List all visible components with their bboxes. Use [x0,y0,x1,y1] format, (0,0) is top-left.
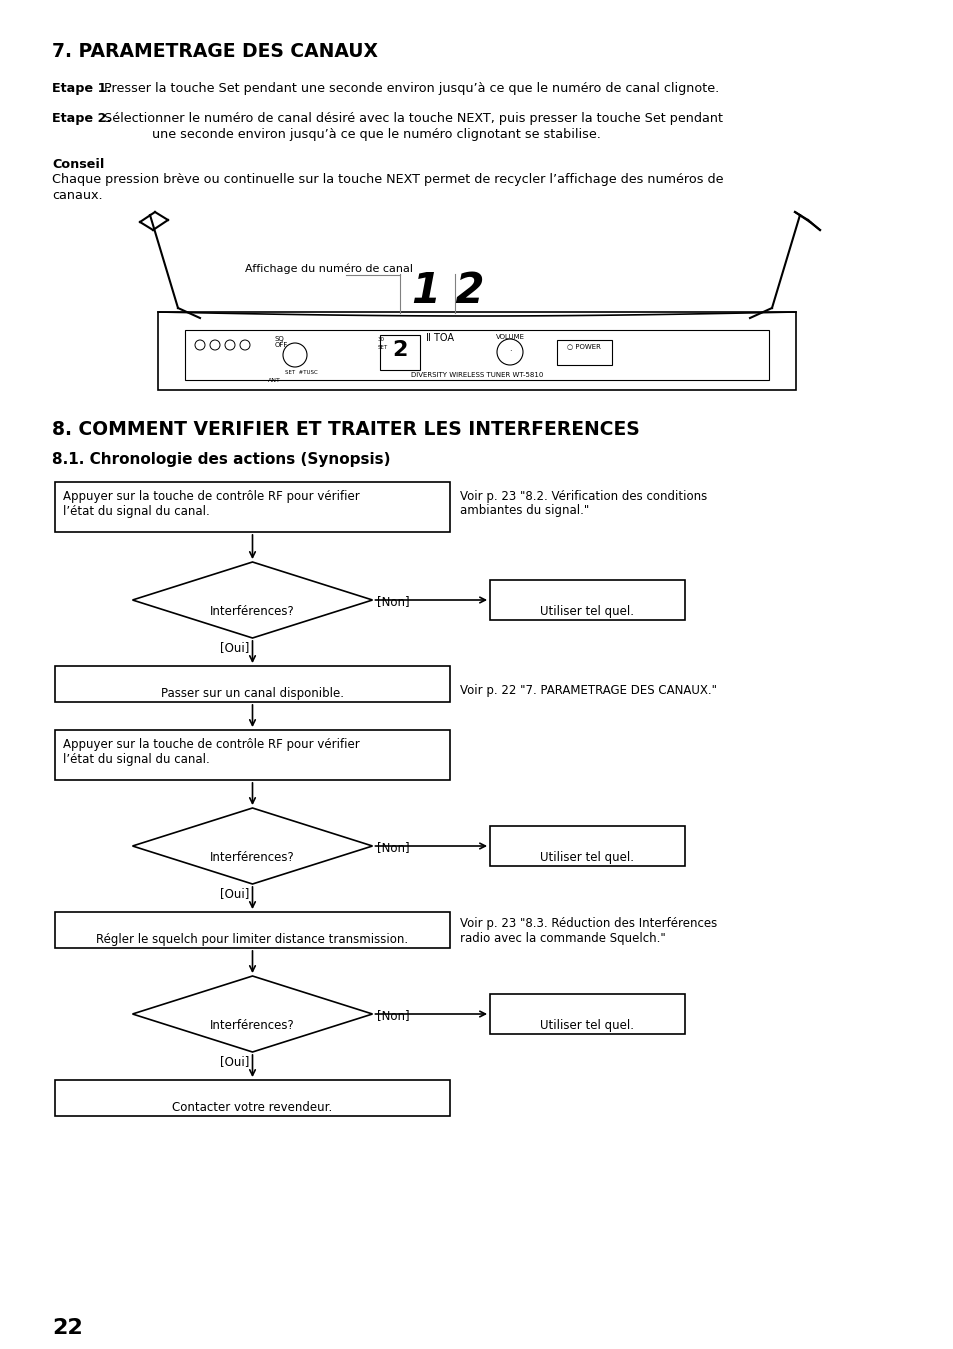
Polygon shape [132,975,372,1052]
Text: SET: SET [377,345,388,349]
Polygon shape [132,563,372,638]
Text: l’état du signal du canal.: l’état du signal du canal. [63,505,210,518]
Text: Presser la touche Set pendant une seconde environ jusqu’à ce que le numéro de ca: Presser la touche Set pendant une second… [104,82,719,94]
Text: Appuyer sur la touche de contrôle RF pour vérifier: Appuyer sur la touche de contrôle RF pou… [63,738,359,751]
Text: Régler le squelch pour limiter distance transmission.: Régler le squelch pour limiter distance … [96,934,408,946]
Bar [55,730,450,780]
Text: canaux.: canaux. [52,189,103,202]
Bar [557,340,612,366]
Text: [Oui]: [Oui] [220,641,250,654]
Text: Utiliser tel quel.: Utiliser tel quel. [540,1018,634,1032]
Text: [Non]: [Non] [377,840,410,854]
Text: Interférences?: Interférences? [210,1018,294,1032]
Text: Interférences?: Interférences? [210,604,294,618]
Text: Sélectionner le numéro de canal désiré avec la touche NEXT, puis presser la touc: Sélectionner le numéro de canal désiré a… [104,112,722,125]
Text: OFF: OFF [274,343,288,348]
Bar [490,994,684,1033]
Bar [379,335,419,370]
Text: [Non]: [Non] [377,595,410,608]
Text: ANT: ANT [268,378,280,383]
Text: 8.1. Chronologie des actions (Synopsis): 8.1. Chronologie des actions (Synopsis) [52,452,390,467]
Bar [490,826,684,866]
Text: Appuyer sur la touche de contrôle RF pour vérifier: Appuyer sur la touche de contrôle RF pou… [63,490,359,503]
Text: Contacter votre revendeur.: Contacter votre revendeur. [172,1101,333,1114]
Text: Utiliser tel quel.: Utiliser tel quel. [540,604,634,618]
Text: Ⅱ TOA: Ⅱ TOA [426,333,454,343]
Text: 1 2: 1 2 [412,270,484,312]
Text: radio avec la commande Squelch.": radio avec la commande Squelch." [459,932,665,946]
Text: l’état du signal du canal.: l’état du signal du canal. [63,753,210,766]
Text: SQ: SQ [274,336,284,343]
Text: Affichage du numéro de canal: Affichage du numéro de canal [245,263,413,274]
Text: [Non]: [Non] [377,1009,410,1023]
Text: 2: 2 [392,340,407,360]
Text: Passer sur un canal disponible.: Passer sur un canal disponible. [161,687,344,700]
Text: Conseil: Conseil [52,158,104,171]
Bar [185,331,768,380]
Text: Voir p. 22 "7. PARAMETRAGE DES CANAUX.": Voir p. 22 "7. PARAMETRAGE DES CANAUX." [459,684,717,697]
Text: une seconde environ jusqu’à ce que le numéro clignotant se stabilise.: une seconde environ jusqu’à ce que le nu… [152,128,600,142]
Text: 8. COMMENT VERIFIER ET TRAITER LES INTERFERENCES: 8. COMMENT VERIFIER ET TRAITER LES INTER… [52,420,639,438]
Bar [490,580,684,621]
Bar [158,312,795,390]
Polygon shape [132,808,372,884]
Text: 22: 22 [52,1318,83,1338]
Bar [55,1081,450,1116]
Bar [55,666,450,701]
Bar [55,912,450,948]
Text: ○ POWER: ○ POWER [566,343,600,349]
Text: Chaque pression brève ou continuelle sur la touche NEXT permet de recycler l’aff: Chaque pression brève ou continuelle sur… [52,173,722,186]
Text: Utiliser tel quel.: Utiliser tel quel. [540,851,634,863]
Text: [Oui]: [Oui] [220,888,250,900]
Text: 7. PARAMETRAGE DES CANAUX: 7. PARAMETRAGE DES CANAUX [52,42,377,61]
Text: Etape 1.: Etape 1. [52,82,112,94]
Text: ambiantes du signal.": ambiantes du signal." [459,505,589,517]
Text: Voir p. 23 "8.3. Réduction des Interférences: Voir p. 23 "8.3. Réduction des Interfére… [459,917,717,929]
Text: VOLUME: VOLUME [495,335,524,340]
Text: SET  #TUSC: SET #TUSC [285,370,317,375]
Text: [Oui]: [Oui] [220,1055,250,1068]
Text: 30: 30 [377,337,385,343]
Text: Etape 2.: Etape 2. [52,112,112,125]
Text: Voir p. 23 "8.2. Vérification des conditions: Voir p. 23 "8.2. Vérification des condit… [459,490,706,503]
Text: DIVERSITY WIRELESS TUNER WT-5810: DIVERSITY WIRELESS TUNER WT-5810 [411,372,542,378]
Text: Interférences?: Interférences? [210,851,294,863]
Bar [55,482,450,532]
Text: .: . [508,344,511,353]
